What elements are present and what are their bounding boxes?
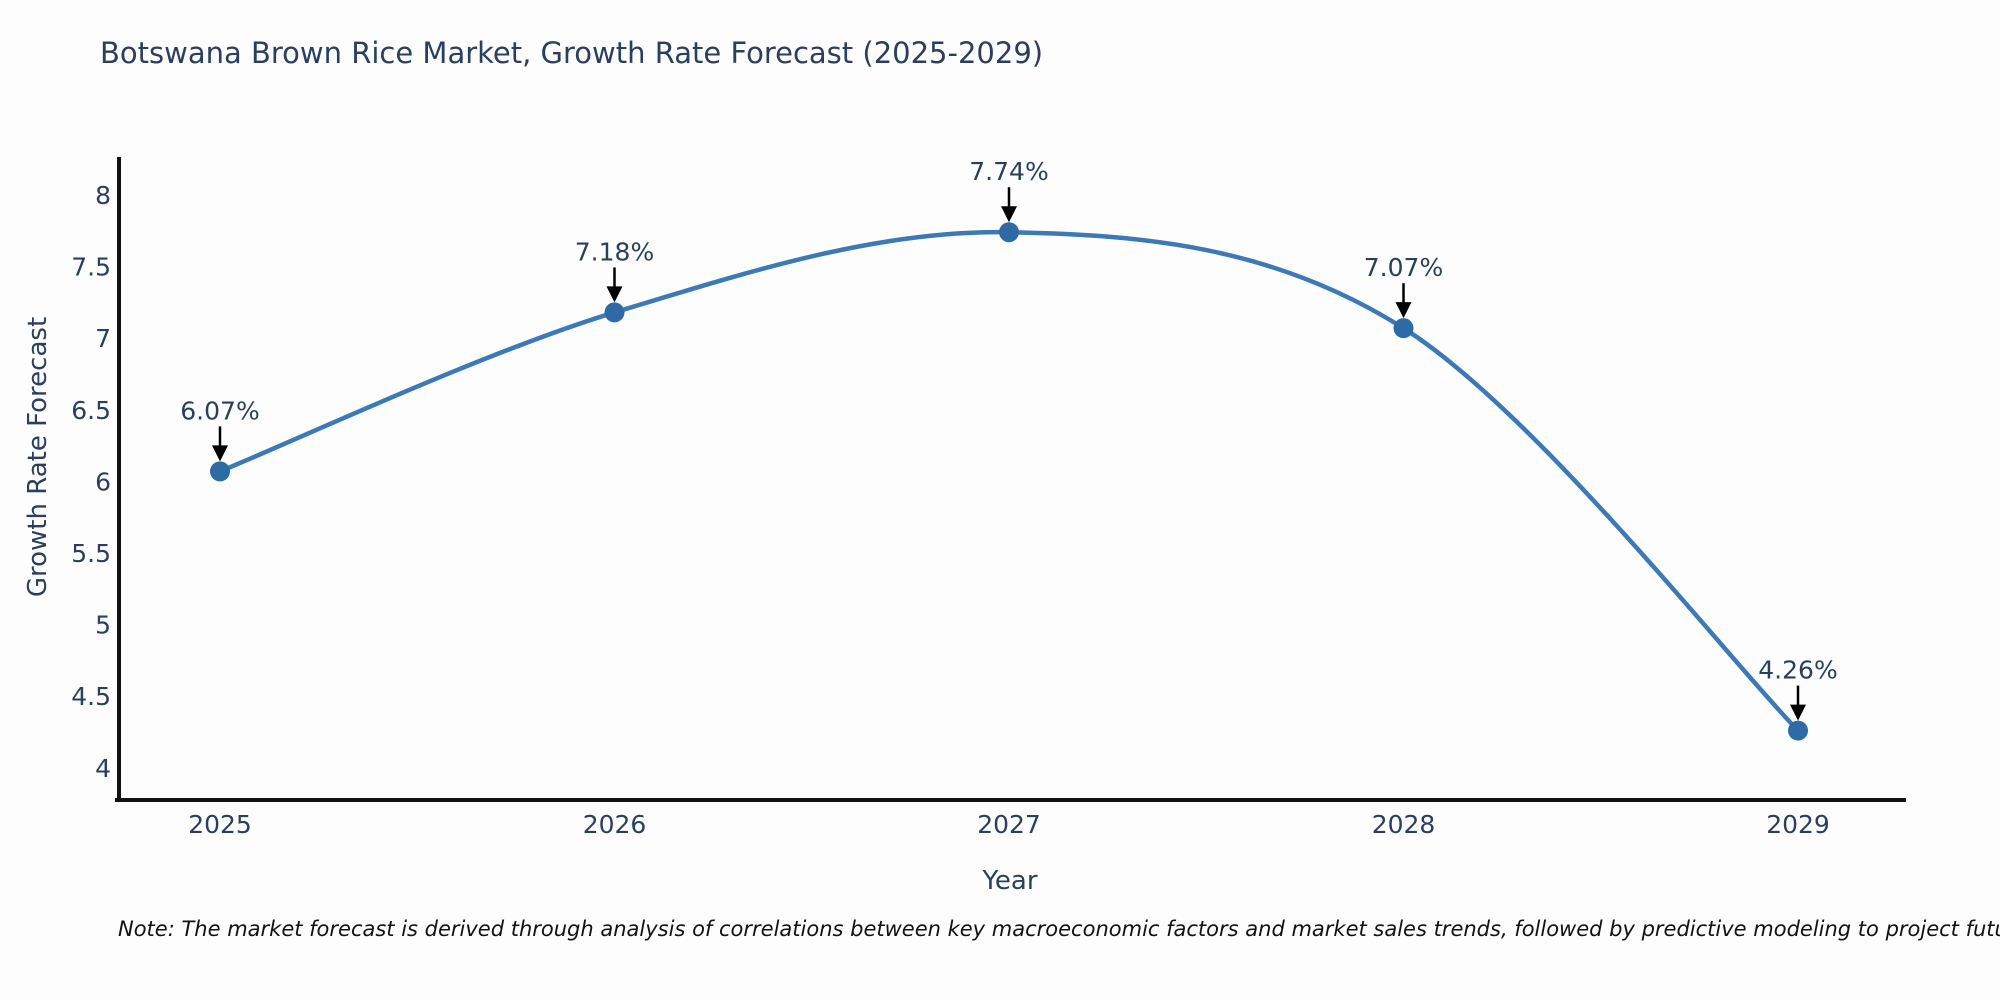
annotation-label: 7.18%: [575, 237, 654, 266]
x-tick-label: 2027: [977, 810, 1041, 839]
y-tick-label: 4.5: [71, 682, 111, 711]
x-tick-label: 2028: [1372, 810, 1436, 839]
x-axis-spine: [115, 798, 1906, 802]
annotation-arrowhead: [1790, 704, 1806, 721]
x-tick-label: 2026: [583, 810, 647, 839]
y-tick-label: 6: [95, 467, 111, 496]
footnote: Note: The market forecast is derived thr…: [118, 917, 2000, 941]
y-tick-label: 8: [95, 181, 111, 210]
y-tick-label: 7: [95, 324, 111, 353]
annotation-label: 7.07%: [1364, 253, 1443, 282]
y-tick-label: 5: [95, 611, 111, 640]
data-point-marker: [1788, 720, 1808, 741]
y-tick-label: 7.5: [71, 253, 111, 282]
data-point-marker: [604, 302, 625, 323]
x-tick-label: 2025: [188, 810, 252, 839]
x-axis-title: Year: [982, 866, 1038, 896]
y-tick-label: 6.5: [71, 396, 111, 425]
y-tick-label: 5.5: [71, 539, 111, 568]
data-point-marker: [210, 461, 230, 482]
annotation-label: 4.26%: [1758, 656, 1837, 685]
chart-title: Botswana Brown Rice Market, Growth Rate …: [100, 36, 1044, 70]
annotation-arrowhead: [1001, 206, 1017, 223]
y-axis-spine: [117, 157, 121, 802]
annotation-label: 6.07%: [180, 396, 259, 425]
annotation-arrowhead: [212, 445, 228, 462]
y-tick-label: 4: [95, 754, 111, 783]
data-point-marker: [999, 222, 1019, 243]
x-tick-label: 2029: [1766, 810, 1830, 839]
data-point-marker: [1393, 318, 1414, 339]
forecast-line: [217, 229, 1801, 733]
annotation-arrowhead: [606, 286, 623, 303]
annotation-label: 7.74%: [969, 157, 1048, 186]
annotation-arrowhead: [1395, 302, 1412, 319]
